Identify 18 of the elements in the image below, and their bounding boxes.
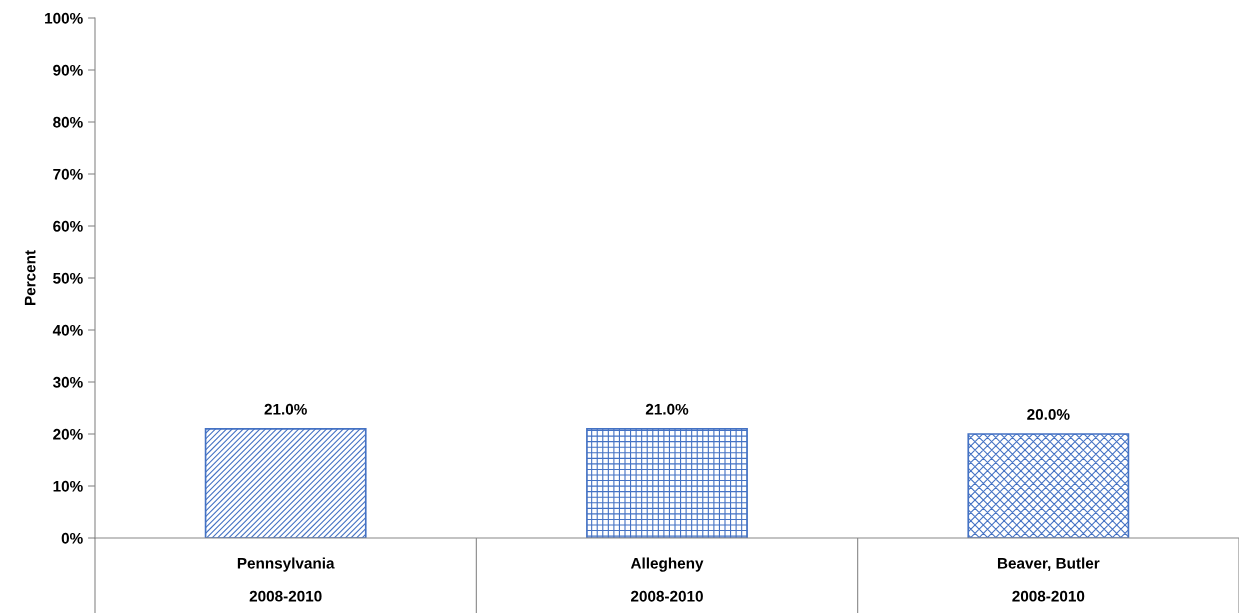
- y-tick-label: 60%: [53, 220, 83, 232]
- y-tick-label: 100%: [45, 12, 83, 24]
- y-axis-title: Percent: [24, 250, 36, 305]
- data-label: 21.0%: [645, 403, 689, 415]
- y-tick-label: 90%: [53, 64, 83, 76]
- data-label: 21.0%: [264, 403, 307, 415]
- y-tick-label: 80%: [53, 116, 83, 128]
- y-tick-label: 50%: [53, 272, 83, 284]
- y-tick-label: 30%: [52, 376, 83, 388]
- y-tick-label: 40%: [52, 324, 83, 336]
- category-label: Allegheny 2008-2010: [630, 557, 704, 602]
- y-tick-label: 20%: [53, 428, 83, 440]
- category-label: Pennsylvania 2008-2010: [237, 557, 335, 602]
- category-label: Beaver, Butler 2008-2010: [997, 557, 1100, 602]
- data-label: 20.0%: [1027, 409, 1070, 420]
- y-tick-label: 0%: [61, 532, 83, 544]
- y-tick-label: 70%: [53, 168, 83, 180]
- y-tick-label: 10%: [53, 480, 83, 492]
